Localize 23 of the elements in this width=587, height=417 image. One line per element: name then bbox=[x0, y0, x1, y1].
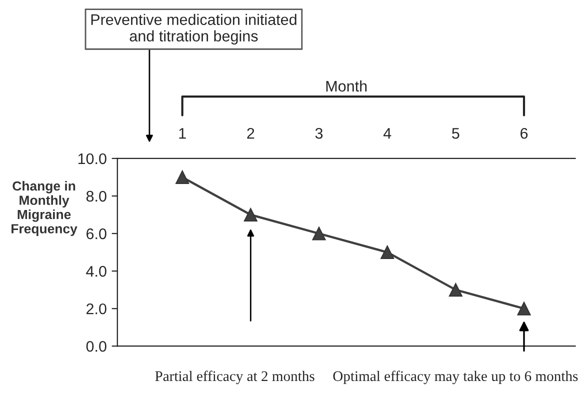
x-tick-label: 5 bbox=[452, 128, 460, 139]
x-tick-label: 6 bbox=[520, 128, 528, 139]
x-axis-title: Month bbox=[326, 80, 367, 92]
point bbox=[380, 246, 394, 260]
point bbox=[448, 283, 462, 297]
y-axis-title: Change in Monthly Migraine Frequency bbox=[12, 180, 78, 236]
text: Preventive medication initiated and titration begins bbox=[91, 14, 296, 45]
x-tick-label: 3 bbox=[315, 128, 323, 139]
x-tick-label: 2 bbox=[247, 128, 254, 139]
y-tick-label: 4.0 bbox=[86, 266, 106, 277]
point bbox=[517, 302, 531, 316]
text: Partial efficacy at 2 months bbox=[155, 370, 314, 384]
point bbox=[312, 226, 326, 240]
point bbox=[176, 170, 190, 184]
y-tick-label: 8.0 bbox=[86, 190, 106, 202]
y-tick-label: 2.0 bbox=[86, 303, 106, 314]
text: Optimal efficacy may take up to 6 months bbox=[333, 370, 578, 384]
point bbox=[244, 208, 258, 222]
y-tick-label: 0.0 bbox=[86, 340, 106, 352]
x-tick-label: 1 bbox=[179, 128, 186, 139]
y-tick-label: 10.0 bbox=[78, 153, 106, 164]
y-tick-label: 6.0 bbox=[86, 228, 106, 240]
x-tick-label: 4 bbox=[383, 128, 392, 139]
